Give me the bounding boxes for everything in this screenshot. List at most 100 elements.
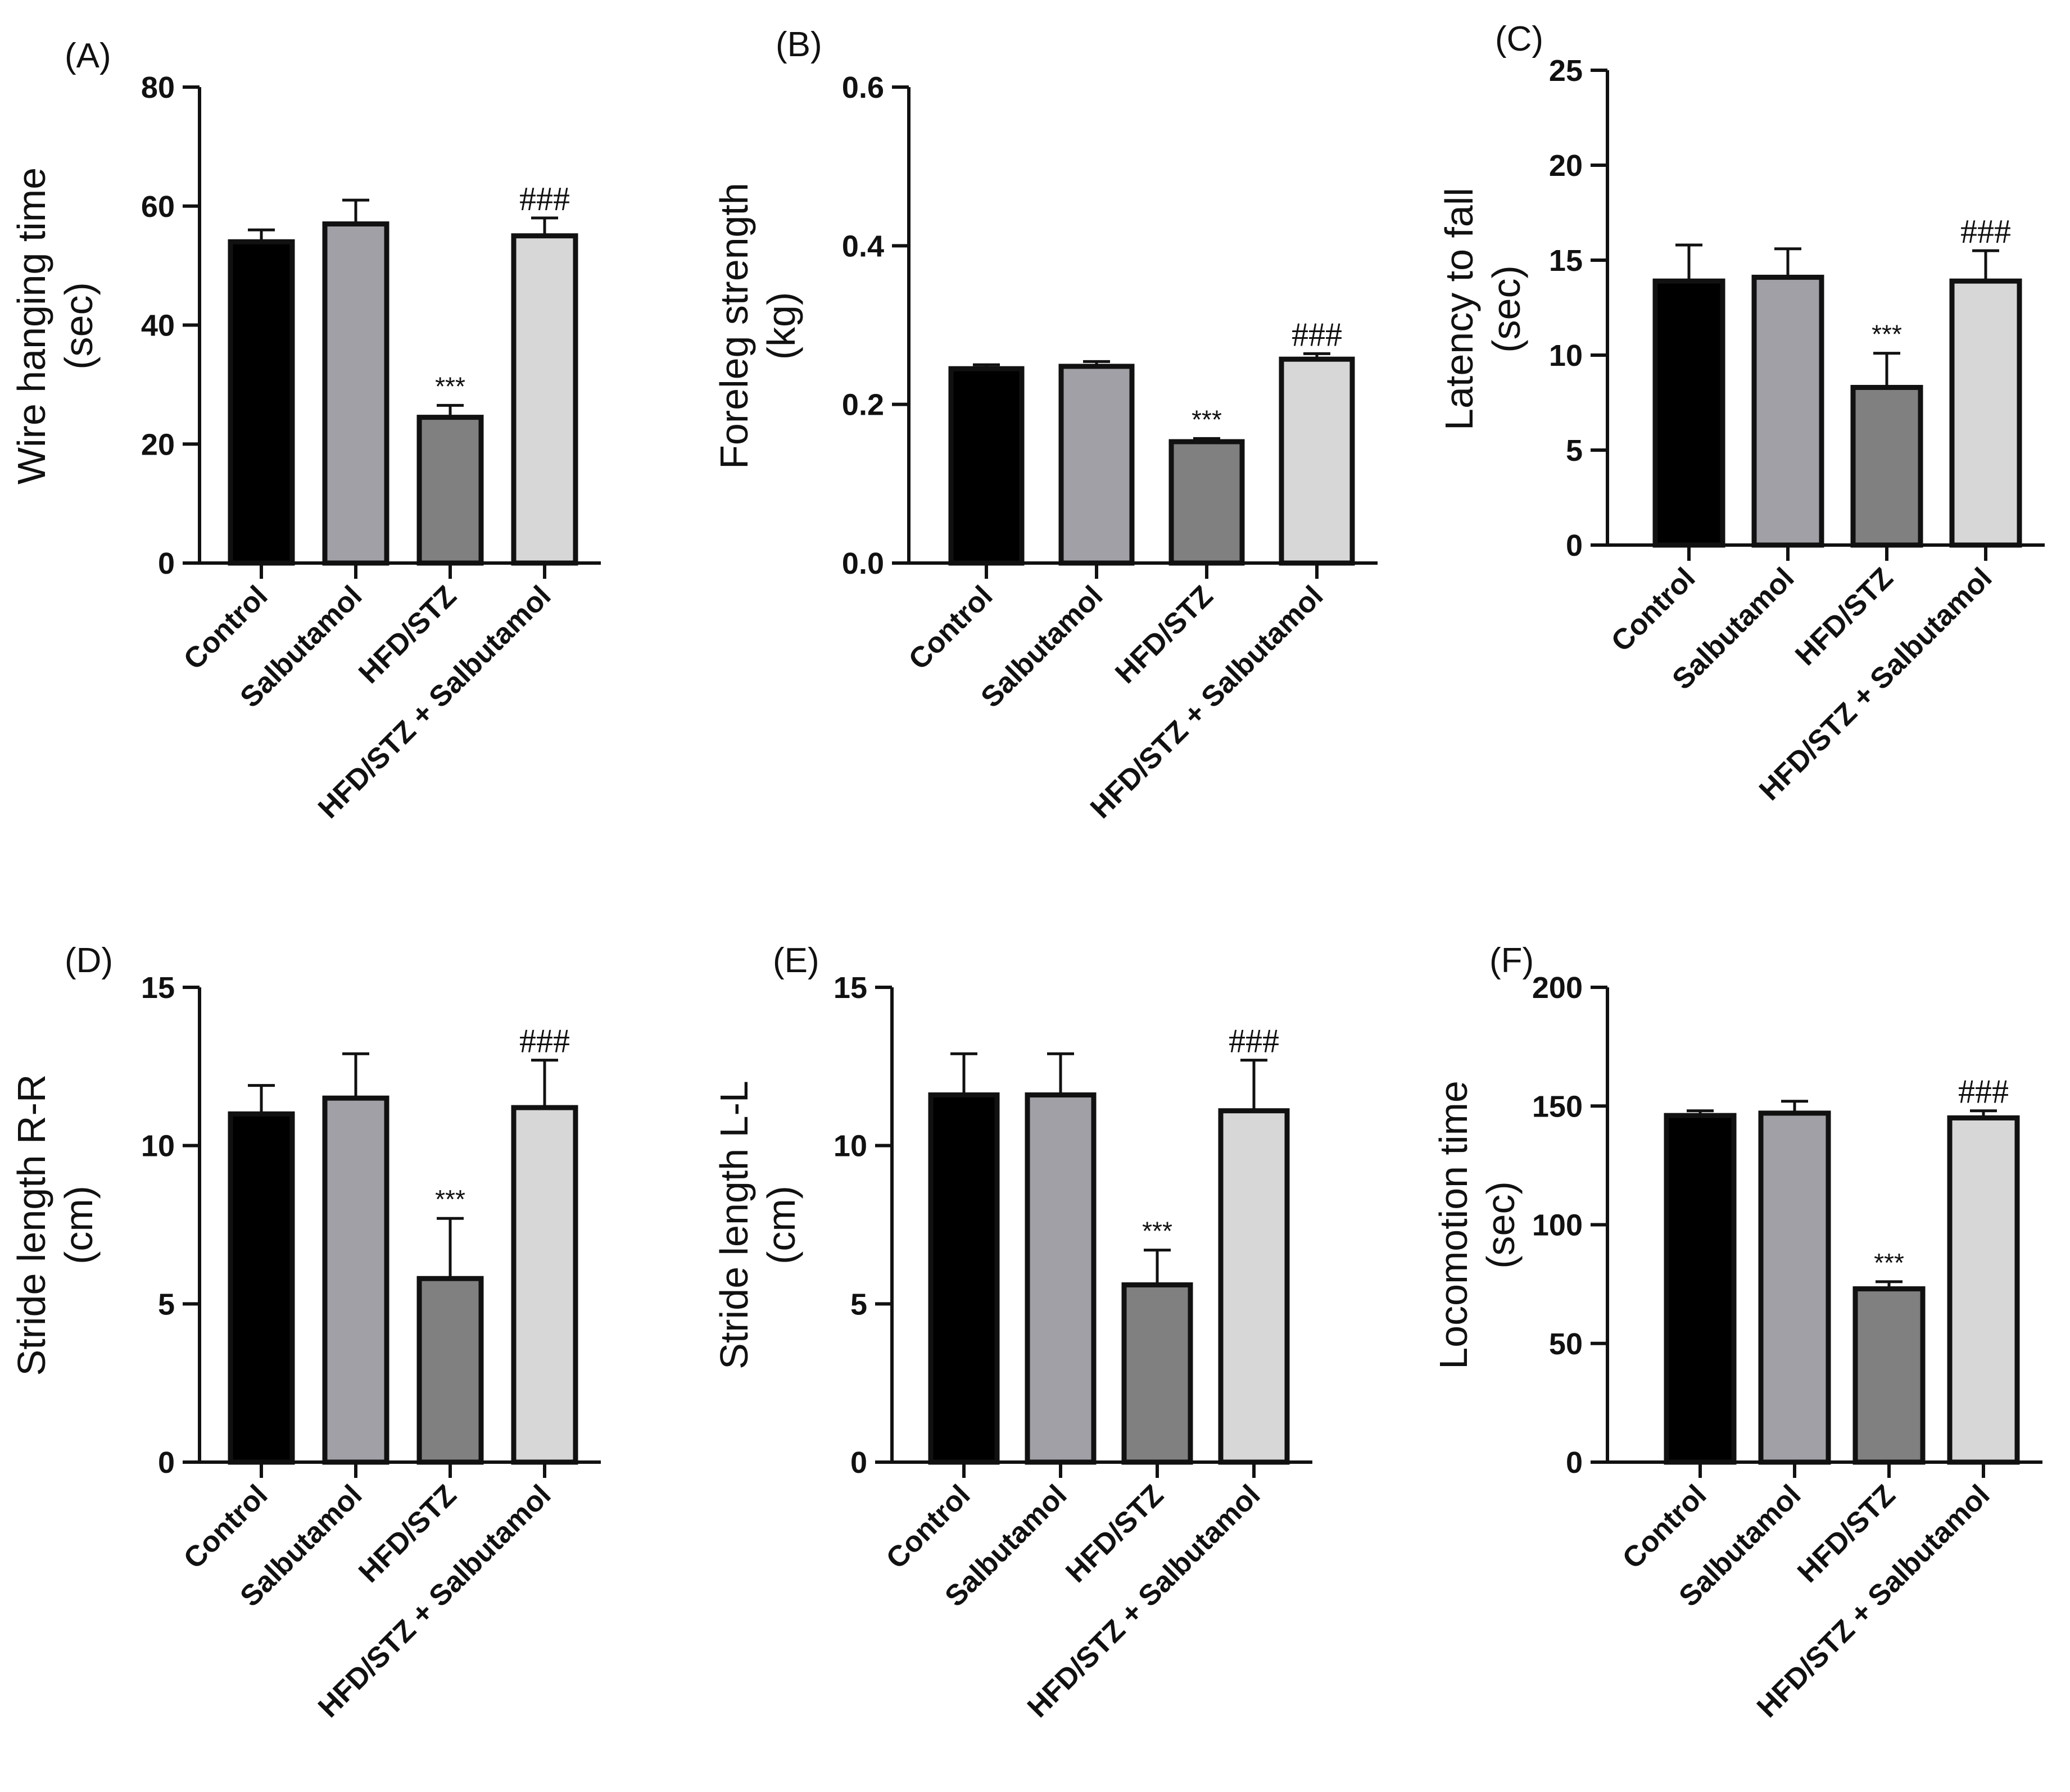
significance-label: ### (1229, 1023, 1279, 1060)
y-tick-label: 0 (1566, 1446, 1583, 1480)
panel-letter: (C) (1495, 20, 1543, 58)
y-axis-label-line: (cm) (759, 1186, 803, 1264)
y-tick-label: 50 (1549, 1327, 1583, 1361)
bar (948, 366, 1025, 566)
bar (1664, 1113, 1737, 1465)
y-tick-label: 0 (158, 547, 175, 580)
y-tick-label: 0 (1566, 529, 1583, 562)
y-tick-label: 10 (1549, 339, 1583, 373)
significance-label: *** (435, 1185, 465, 1214)
y-tick-label: 5 (1566, 434, 1583, 468)
significance-label: *** (435, 371, 465, 401)
y-axis-label: Foreleg strength(kg) (712, 183, 803, 469)
panel-letter: (B) (776, 25, 822, 64)
bar (1218, 1108, 1290, 1465)
bar (416, 415, 484, 566)
chart-panel-2: (B) Foreleg strength(kg) 0.0 0.2 0.4 0.6 Contr… (712, 25, 1378, 825)
bar (228, 239, 295, 566)
x-tick-label: Control (880, 1478, 977, 1575)
y-tick-label: 0 (158, 1446, 175, 1480)
y-axis-label-line: Stride length L-L (712, 1081, 756, 1369)
bar (1949, 278, 2022, 548)
significance-label: ### (1958, 1073, 2009, 1110)
x-tick-label: Control (178, 1478, 274, 1575)
chart-panel-1: (A) Wire hanging time(sec) 0 20 40 60 80 Contro… (10, 37, 601, 825)
significance-label: ### (519, 180, 570, 217)
bar (1852, 1286, 1926, 1465)
panel-letter: (A) (65, 37, 111, 75)
y-tick-label: 0.2 (842, 388, 884, 422)
significance-label: ### (519, 1023, 570, 1060)
y-tick-label: 150 (1532, 1090, 1583, 1123)
y-tick-label: 5 (158, 1287, 175, 1321)
y-tick-label: 0.4 (842, 229, 884, 263)
chart-panel-4: (D)Stride length R-R(cm)051015ControlSal… (10, 941, 601, 1724)
y-axis-label-line: (sec) (1479, 1181, 1523, 1269)
y-axis-label-line: (sec) (1484, 265, 1528, 353)
y-axis-label: Wire hanging time(sec) (10, 167, 101, 484)
y-tick-label: 60 (141, 190, 175, 224)
bar (1025, 1092, 1097, 1465)
bar (1850, 384, 1923, 548)
significance-label: *** (1874, 1248, 1904, 1277)
bar (322, 221, 389, 566)
y-axis-label-line: Latency to fall (1437, 188, 1481, 430)
panel-letter: (E) (773, 941, 819, 980)
y-tick-label: 20 (141, 428, 175, 461)
y-axis-label: Locomotion time(sec) (1432, 1081, 1523, 1369)
bar (1947, 1115, 2020, 1465)
y-tick-label: 25 (1549, 54, 1583, 88)
bar (322, 1095, 389, 1465)
y-axis-label-line: (cm) (57, 1186, 101, 1264)
panel-letter: (F) (1489, 941, 1534, 980)
y-tick-label: 20 (1549, 149, 1583, 183)
bar (1279, 356, 1355, 566)
y-tick-label: 40 (141, 309, 175, 343)
bar (1758, 1110, 1831, 1465)
y-axis-label: Stride length L-L(cm) (712, 1081, 803, 1369)
bar (1168, 439, 1245, 566)
y-tick-label: 15 (834, 971, 867, 1005)
y-tick-label: 10 (141, 1129, 175, 1163)
y-tick-label: 100 (1532, 1209, 1583, 1242)
bar (228, 1111, 295, 1465)
significance-label: *** (1872, 320, 1902, 349)
bar (511, 1105, 578, 1465)
y-axis-label-line: (kg) (759, 292, 803, 360)
y-tick-label: 15 (1549, 244, 1583, 278)
x-tick-label: Control (1605, 561, 1702, 658)
bar (1751, 274, 1824, 548)
significance-label: ### (1960, 213, 2011, 250)
x-tick-label: Control (903, 579, 999, 676)
x-tick-label: Control (178, 579, 274, 676)
chart-panel-6: (F) Locomotion time(sec) 0 50 100 150 200 Contr… (1432, 941, 2042, 1724)
y-axis-label-line: Stride length R-R (10, 1074, 53, 1376)
y-axis-label: Latency to fall(sec) (1437, 188, 1528, 430)
y-tick-label: 0 (850, 1446, 867, 1480)
y-tick-label: 10 (834, 1129, 867, 1163)
y-tick-label: 15 (141, 971, 175, 1005)
significance-label: *** (1192, 405, 1222, 434)
y-tick-label: 80 (141, 71, 175, 105)
chart-panel-3: (C) Latency to fall(sec) 0 5 10 15 20 25 Control… (1437, 20, 2045, 807)
y-tick-label: 0.0 (842, 547, 884, 580)
bar (928, 1092, 1000, 1465)
chart-panel-5: (E)Stride length L-L(cm)051015ControlSal… (712, 941, 1312, 1724)
y-axis-label-line: Foreleg strength (712, 183, 756, 469)
y-axis-label-line: Wire hanging time (10, 167, 53, 484)
panel-letter: (D) (65, 941, 113, 980)
significance-label: ### (1292, 316, 1342, 353)
x-tick-label: HFD/STZ + Salbutamol (1084, 579, 1329, 824)
x-tick-label: HFD/STZ (1109, 579, 1219, 689)
bar (1058, 364, 1135, 566)
y-tick-label: 5 (850, 1287, 867, 1321)
x-tick-label: Control (1616, 1478, 1713, 1575)
bar (416, 1276, 484, 1465)
bar (1652, 278, 1725, 548)
significance-label: *** (1142, 1217, 1172, 1246)
bar (511, 233, 578, 566)
y-axis-label: Stride length R-R(cm) (10, 1074, 101, 1376)
bar (1121, 1282, 1193, 1465)
y-tick-label: 200 (1532, 971, 1583, 1005)
